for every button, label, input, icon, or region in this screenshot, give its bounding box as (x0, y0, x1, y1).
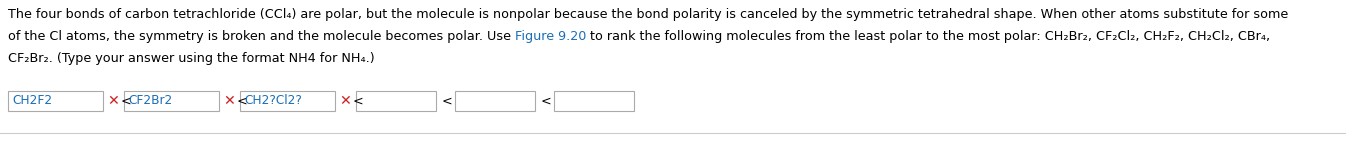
Bar (240, 91, 335, 111)
Text: Figure 9.20: Figure 9.20 (516, 30, 587, 43)
Bar (8, 91, 104, 111)
Text: <: < (441, 94, 452, 107)
Text: <: < (541, 94, 552, 107)
Text: <: < (237, 94, 248, 107)
Text: CF₂Br₂. (Type your answer using the format NH4 for NH₄.): CF₂Br₂. (Type your answer using the form… (8, 52, 374, 65)
Text: ✕: ✕ (106, 94, 118, 108)
Text: <: < (121, 94, 132, 107)
Text: CF2Br2: CF2Br2 (128, 94, 172, 107)
Text: of the Cl atoms, the symmetry is broken and the molecule becomes polar. Use: of the Cl atoms, the symmetry is broken … (8, 30, 516, 43)
Bar (124, 91, 219, 111)
Bar (355, 91, 436, 111)
Text: ✕: ✕ (223, 94, 234, 108)
Text: CH2?Cl2?: CH2?Cl2? (244, 94, 302, 107)
Text: to rank the following molecules from the least polar to the most polar: CH₂Br₂, : to rank the following molecules from the… (587, 30, 1271, 43)
Bar (455, 91, 534, 111)
Text: ✕: ✕ (339, 94, 351, 108)
Text: <: < (353, 94, 363, 107)
Bar (555, 91, 634, 111)
Text: CH2F2: CH2F2 (12, 94, 52, 107)
Text: The four bonds of carbon tetrachloride (CCl₄) are polar, but the molecule is non: The four bonds of carbon tetrachloride (… (8, 8, 1288, 21)
